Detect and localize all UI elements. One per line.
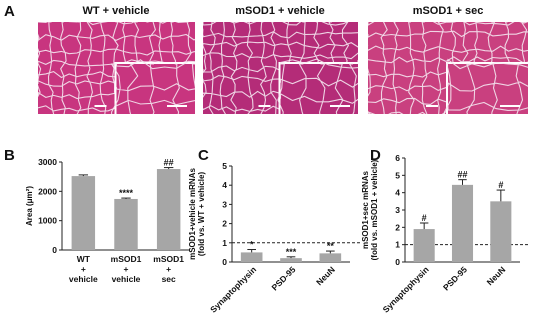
x-tick-label: + [81,264,86,274]
y-tick-label: 1 [395,240,400,250]
image-title: WT + vehicle [83,5,150,17]
y-axis-label: Area (μm²) [25,186,34,226]
x-tick-label: PSD-95 [441,264,469,292]
panel-label: D [370,147,381,164]
y-tick-label: 2 [222,219,227,229]
image-title: mSOD1 + sec [413,5,484,17]
y-tick-label: 5 [222,161,227,171]
bar [451,184,474,262]
x-tick-label: mSOD1 [153,254,184,264]
x-tick-label: Synaptophysin [381,264,431,314]
bar [319,253,342,262]
y-axis-label: mSOD1+sec mRNAs [361,170,370,249]
significance: *** [286,247,297,257]
histology-images [38,22,528,114]
bar [114,198,138,250]
y-tick-label: 4 [222,180,227,190]
x-tick-label: NeuN [314,264,337,287]
cell-borders [110,59,195,114]
cell-borders [443,58,528,114]
significance: # [422,213,427,223]
histology-image [368,22,528,114]
y-tick-label: 3 [395,205,400,215]
x-tick-label: vehicle [112,274,141,284]
y-axis-label: mSOD1+vehicle mRNAs [188,168,197,260]
x-tick-label: sec [162,274,176,284]
x-tick-label: NeuN [485,264,508,287]
x-tick-label: mSOD1 [111,254,142,264]
y-tick-label: 0 [52,245,57,255]
y-tick-label: 0 [395,257,400,267]
x-tick-label: + [124,264,129,274]
y-axis-label: (fold vs. mSOD1 + vehicle) [370,159,379,260]
significance: ** [327,241,335,251]
y-tick-label: 0 [222,257,227,267]
x-tick-label: Synaptophysin [208,264,258,314]
y-tick-label: 6 [395,153,400,163]
significance: # [498,180,503,190]
significance: ## [457,170,467,180]
bar [280,258,302,262]
bar [490,201,512,262]
histology-image [203,22,358,114]
y-tick-label: 3000 [38,157,57,167]
histology-image [38,22,195,114]
panel-label: B [4,147,15,164]
y-tick-label: 2000 [38,186,57,196]
y-tick-label: 3 [222,199,227,209]
y-tick-label: 4 [395,188,400,198]
x-tick-label: PSD-95 [269,264,297,292]
x-tick-label: vehicle [69,274,98,284]
significance: ## [164,158,174,168]
y-tick-label: 1000 [38,216,57,226]
y-tick-label: 2 [395,222,400,232]
y-axis-label: (fold vs. WT + vehicle) [197,172,206,257]
panel-label: C [198,147,209,164]
x-tick-label: + [166,264,171,274]
y-tick-label: 1 [222,238,227,248]
bar [240,252,263,262]
panel-label: A [4,3,15,20]
bar [71,176,96,250]
y-tick-label: 5 [395,170,400,180]
bar [156,169,181,250]
image-title: mSOD1 + vehicle [235,5,325,17]
significance: * [250,240,254,250]
significance: **** [119,188,134,198]
cell-borders [277,58,358,114]
bar [413,229,435,262]
x-tick-label: WT [77,254,91,264]
